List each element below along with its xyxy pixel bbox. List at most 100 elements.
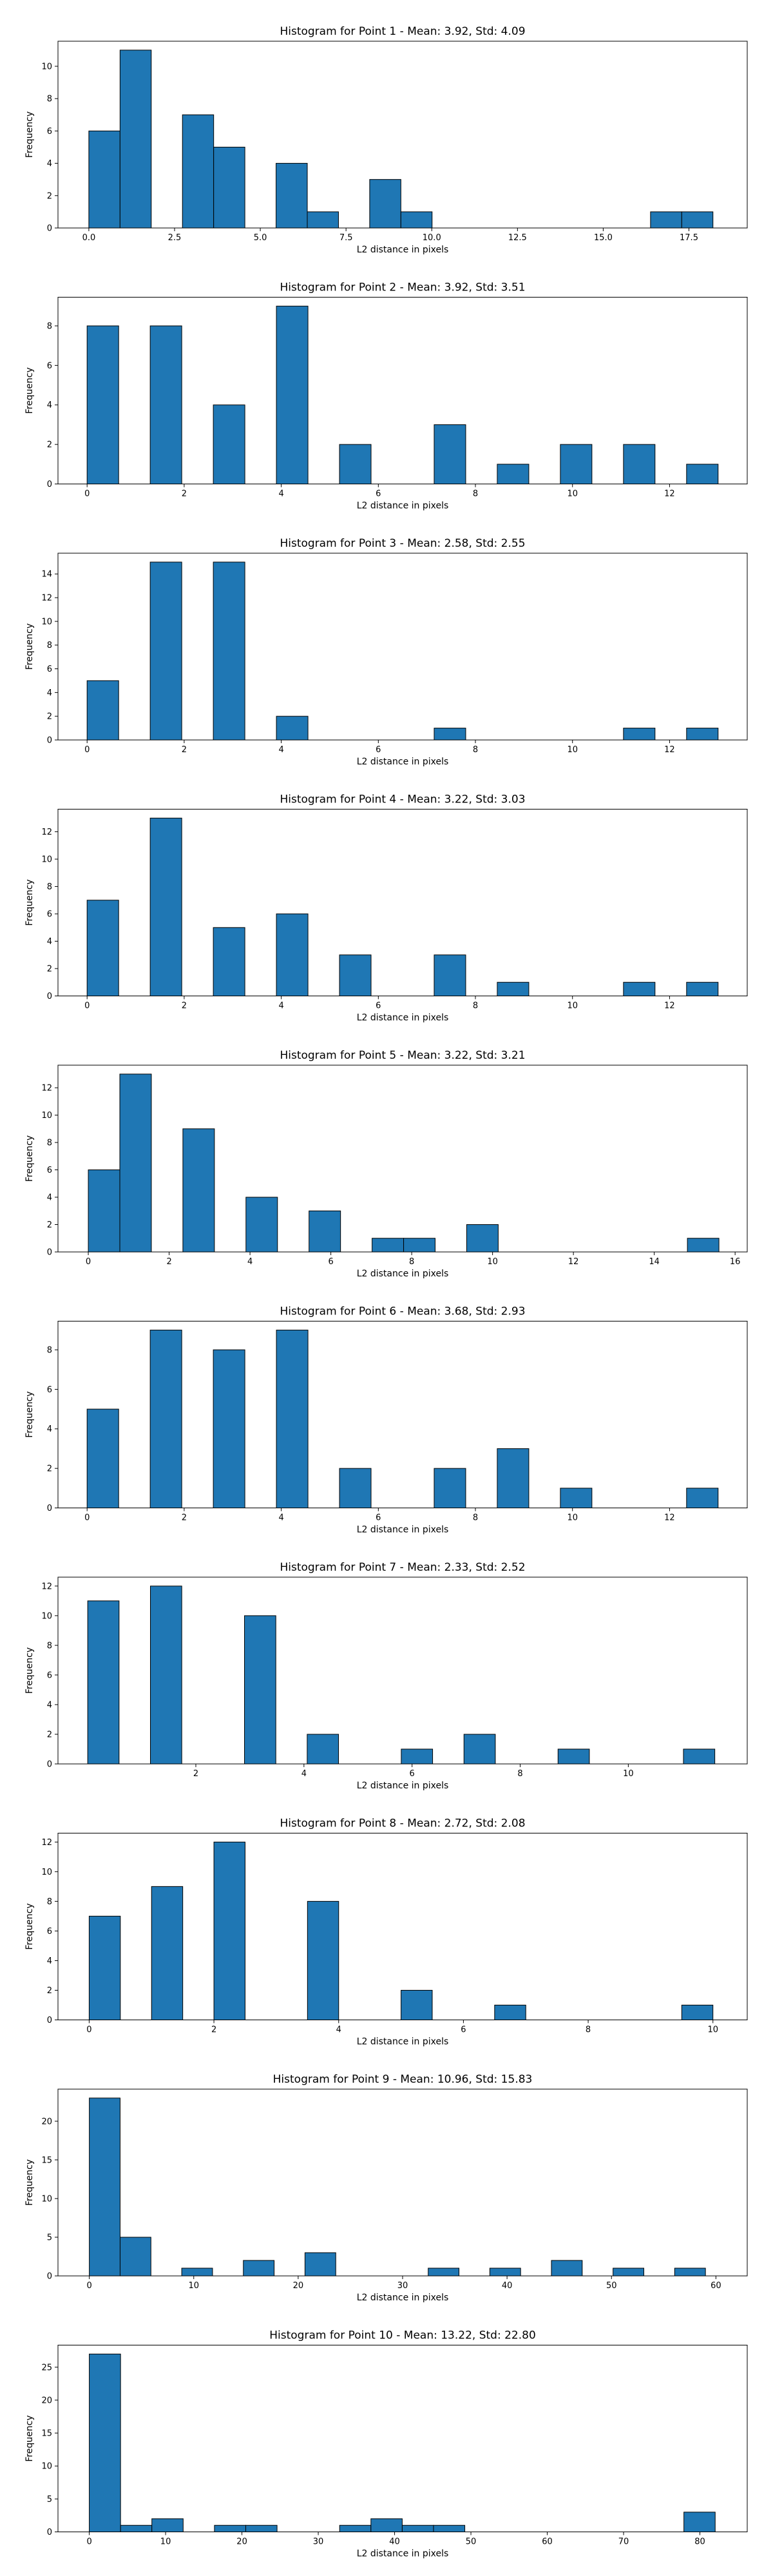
y-tick-label: 12 (41, 1838, 52, 1848)
y-tick-label: 14 (41, 570, 52, 580)
x-tick-label: 10 (188, 2281, 199, 2291)
histogram-panel: Histogram for Point 7 - Mean: 2.33, Std:… (24, 1561, 748, 1791)
histogram-bar (339, 2524, 372, 2533)
x-axis-label: L2 distance in pixels (357, 245, 449, 255)
histogram-panel: Histogram for Point 5 - Mean: 3.22, Std:… (24, 1049, 748, 1279)
y-tick-label: 0 (47, 2272, 52, 2282)
histogram-bar (466, 1224, 499, 1253)
x-tick-label: 17.5 (680, 233, 698, 243)
y-tick-label: 0 (47, 480, 52, 489)
y-tick-label: 4 (47, 159, 52, 169)
histogram-bar (400, 211, 433, 229)
y-axis-label: Frequency (24, 367, 35, 413)
x-tick-label: 6 (410, 1769, 415, 1779)
y-tick-label: 10 (41, 855, 52, 865)
x-tick-label: 60 (711, 2281, 721, 2291)
x-tick-label: 10 (567, 1001, 578, 1011)
x-tick-label: 10 (623, 1769, 634, 1779)
histogram-bar (683, 1748, 716, 1765)
chart-title: Histogram for Point 6 - Mean: 3.68, Std:… (280, 1305, 525, 1318)
x-tick-label: 30 (397, 2281, 408, 2291)
axes-frame (57, 2088, 748, 2277)
y-axis-label: Frequency (24, 1135, 35, 1182)
y-axis-label: Frequency (24, 879, 35, 925)
x-tick-label: 12 (664, 745, 675, 755)
histogram-bar (245, 1197, 278, 1253)
y-tick-label: 2 (47, 440, 52, 450)
x-axis-label: L2 distance in pixels (357, 1781, 449, 1791)
x-tick-label: 60 (542, 2537, 553, 2547)
histogram-bar (119, 1074, 152, 1253)
histogram-bar (401, 1748, 434, 1765)
y-tick-label: 8 (47, 1345, 52, 1355)
histogram-panel: Histogram for Point 3 - Mean: 2.58, Std:… (24, 537, 748, 767)
histogram-bar (86, 325, 119, 484)
x-axis-label: L2 distance in pixels (357, 2549, 449, 2559)
y-tick-label: 8 (47, 1139, 52, 1148)
y-axis-label: Frequency (24, 2159, 35, 2206)
x-tick-label: 40 (502, 2281, 513, 2291)
histogram-bar (149, 1329, 182, 1509)
axes-frame (57, 553, 748, 741)
x-tick-label: 10 (487, 1257, 498, 1267)
x-tick-label: 7.5 (339, 233, 353, 243)
x-tick-label: 20 (293, 2281, 304, 2291)
histogram-bar (244, 1615, 276, 1765)
histogram-bar (428, 2268, 460, 2277)
x-tick-label: 0.0 (82, 233, 96, 243)
histogram-bar (213, 1349, 245, 1508)
histogram-bar (339, 954, 372, 997)
histogram-bar (686, 1488, 719, 1509)
y-tick-label: 8 (47, 95, 52, 104)
axes-frame (57, 809, 748, 996)
x-tick-label: 12 (568, 1257, 579, 1267)
y-tick-label: 5 (47, 2233, 52, 2242)
y-tick-label: 0 (47, 736, 52, 746)
histogram-bar (89, 2353, 121, 2533)
x-tick-label: 10 (567, 489, 578, 499)
histogram-bar (151, 1886, 184, 2021)
x-tick-label: 8 (586, 2025, 591, 2035)
y-axis-label: Frequency (24, 1647, 35, 1694)
y-tick-label: 12 (41, 828, 52, 837)
x-tick-label: 8 (473, 489, 478, 499)
chart-title: Histogram for Point 3 - Mean: 2.58, Std:… (280, 537, 525, 550)
histogram-bar (214, 2524, 246, 2533)
y-tick-label: 0 (47, 1248, 52, 1258)
y-tick-label: 12 (41, 1084, 52, 1094)
x-tick-label: 2 (182, 489, 187, 499)
y-tick-label: 2 (47, 965, 52, 974)
y-tick-label: 2 (47, 1464, 52, 1474)
histogram-bar (686, 464, 719, 485)
x-tick-label: 6 (376, 745, 381, 755)
histogram-bar (309, 1210, 341, 1253)
histogram-bar (245, 2524, 278, 2533)
x-tick-label: 0 (84, 1513, 90, 1523)
y-tick-label: 2 (47, 191, 52, 201)
y-tick-label: 8 (47, 641, 52, 650)
histogram-bar (623, 981, 656, 997)
histogram-bar (369, 179, 401, 229)
x-tick-label: 4 (278, 745, 283, 755)
y-tick-label: 15 (41, 2429, 52, 2439)
y-tick-label: 10 (41, 1611, 52, 1621)
y-tick-label: 0 (47, 2528, 52, 2537)
y-tick-label: 8 (47, 1897, 52, 1907)
axes-frame (57, 1833, 748, 2020)
y-tick-label: 2 (47, 712, 52, 722)
y-tick-label: 2 (47, 1220, 52, 1230)
y-tick-label: 4 (47, 1700, 52, 1710)
x-tick-label: 6 (376, 1001, 381, 1011)
histogram-bar (276, 913, 309, 996)
x-tick-label: 50 (466, 2537, 477, 2547)
axes-frame (57, 1321, 748, 1508)
y-tick-label: 0 (47, 992, 52, 1001)
histogram-bar (182, 114, 215, 229)
chart-title: Histogram for Point 7 - Mean: 2.33, Std:… (280, 1561, 525, 1574)
axes-frame (57, 1577, 748, 1765)
x-tick-label: 0 (86, 2537, 91, 2547)
y-axis-label: Frequency (24, 623, 35, 670)
y-tick-label: 6 (47, 1166, 52, 1175)
x-tick-label: 0 (84, 489, 90, 499)
chart-title: Histogram for Point 9 - Mean: 10.96, Std… (273, 2073, 533, 2086)
